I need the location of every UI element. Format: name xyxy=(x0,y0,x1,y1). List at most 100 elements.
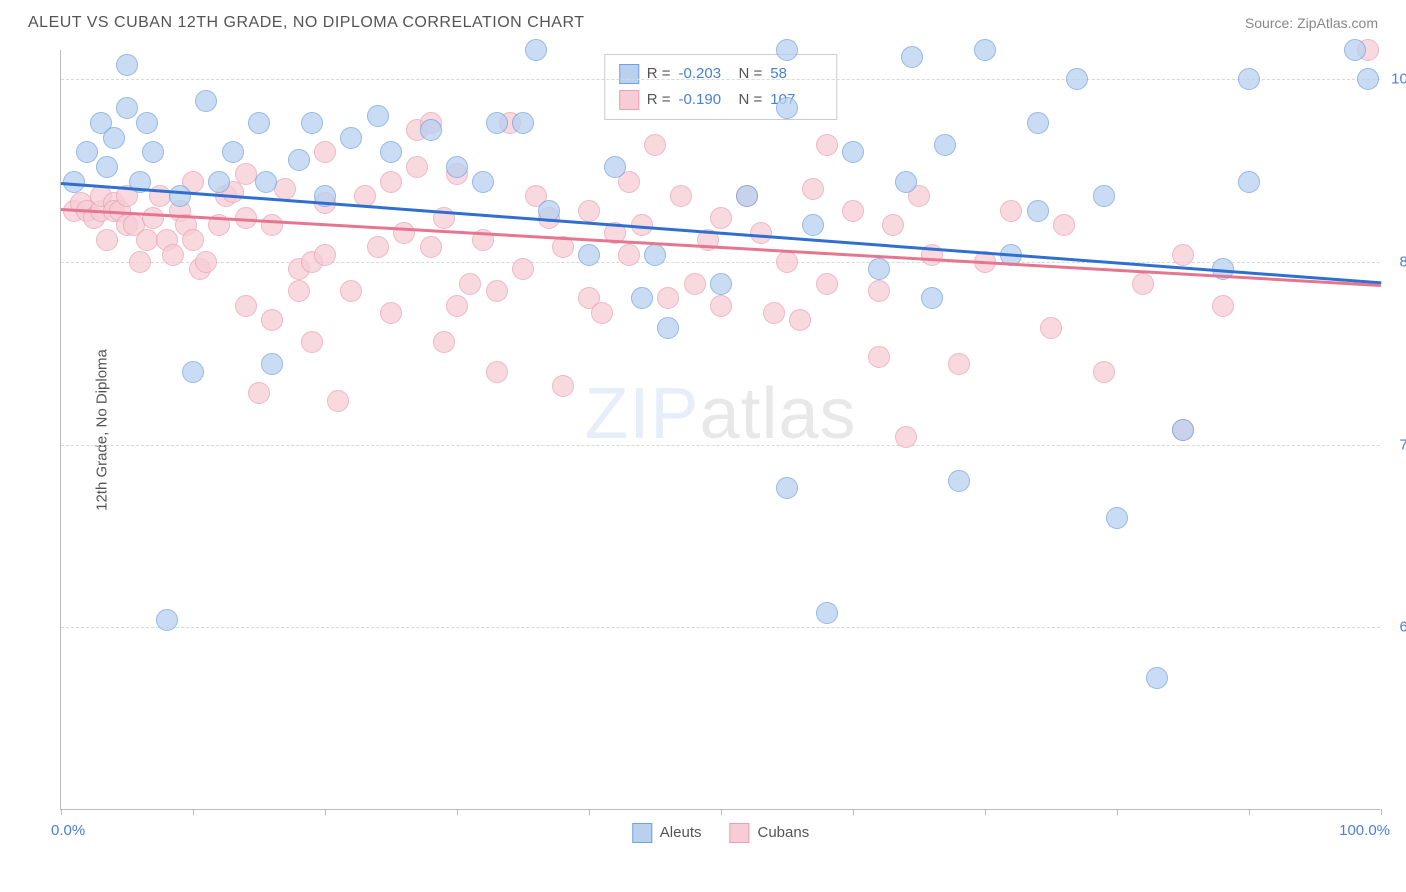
y-tick-label: 100.0% xyxy=(1391,71,1406,88)
data-point xyxy=(261,214,283,236)
data-point xyxy=(948,353,970,375)
legend-label-aleuts: Aleuts xyxy=(660,824,702,841)
data-point xyxy=(591,302,613,324)
data-point xyxy=(842,141,864,163)
data-point xyxy=(789,309,811,331)
n-value-aleuts: 58 xyxy=(770,61,822,87)
data-point xyxy=(103,127,125,149)
data-point xyxy=(644,244,666,266)
x-tick xyxy=(1249,809,1250,815)
data-point xyxy=(156,609,178,631)
data-point xyxy=(816,134,838,156)
data-point xyxy=(512,258,534,280)
y-tick-label: 87.5% xyxy=(1399,253,1406,270)
legend-swatch-aleuts xyxy=(619,64,639,84)
x-tick xyxy=(1117,809,1118,815)
x-tick xyxy=(61,809,62,815)
data-point xyxy=(380,141,402,163)
data-point xyxy=(1027,112,1049,134)
data-point xyxy=(288,149,310,171)
data-point xyxy=(776,97,798,119)
legend-item-aleuts: Aleuts xyxy=(632,823,702,843)
data-point xyxy=(1093,185,1115,207)
data-point xyxy=(776,477,798,499)
data-point xyxy=(195,90,217,112)
data-point xyxy=(380,302,402,324)
data-point xyxy=(618,244,640,266)
data-point xyxy=(736,185,758,207)
data-point xyxy=(684,273,706,295)
data-point xyxy=(895,171,917,193)
data-point xyxy=(182,229,204,251)
legend-swatch-cubans xyxy=(619,90,639,110)
data-point xyxy=(1132,273,1154,295)
data-point xyxy=(816,602,838,624)
data-point xyxy=(670,185,692,207)
data-point xyxy=(901,46,923,68)
data-point xyxy=(420,236,442,258)
data-point xyxy=(76,141,98,163)
data-point xyxy=(1357,68,1379,90)
x-tick xyxy=(589,809,590,815)
source-label: Source: ZipAtlas.com xyxy=(1245,15,1378,31)
data-point xyxy=(301,112,323,134)
data-point xyxy=(142,207,164,229)
data-point xyxy=(274,178,296,200)
data-point xyxy=(340,127,362,149)
gridline xyxy=(61,445,1380,446)
data-point xyxy=(882,214,904,236)
data-point xyxy=(948,470,970,492)
r-value-aleuts: -0.203 xyxy=(679,61,731,87)
data-point xyxy=(1093,361,1115,383)
data-point xyxy=(1146,667,1168,689)
r-label: R = xyxy=(647,87,671,113)
data-point xyxy=(1238,171,1260,193)
data-point xyxy=(195,251,217,273)
watermark-atlas: atlas xyxy=(699,374,856,454)
data-point xyxy=(1040,317,1062,339)
series-legend: Aleuts Cubans xyxy=(632,823,809,843)
data-point xyxy=(1344,39,1366,61)
n-label: N = xyxy=(739,87,763,113)
x-tick xyxy=(1381,809,1382,815)
data-point xyxy=(162,244,184,266)
data-point xyxy=(486,361,508,383)
data-point xyxy=(604,156,626,178)
data-point xyxy=(578,200,600,222)
chart-title: ALEUT VS CUBAN 12TH GRADE, NO DIPLOMA CO… xyxy=(28,14,585,32)
data-point xyxy=(314,244,336,266)
data-point xyxy=(750,222,772,244)
data-point xyxy=(763,302,785,324)
data-point xyxy=(222,141,244,163)
data-point xyxy=(921,287,943,309)
data-point xyxy=(420,119,442,141)
data-point xyxy=(802,178,824,200)
data-point xyxy=(261,353,283,375)
data-point xyxy=(816,273,838,295)
data-point xyxy=(657,287,679,309)
data-point xyxy=(802,214,824,236)
data-point xyxy=(486,112,508,134)
data-point xyxy=(446,295,468,317)
x-axis-min-label: 0.0% xyxy=(51,822,85,839)
data-point xyxy=(248,382,270,404)
data-point xyxy=(96,156,118,178)
data-point xyxy=(710,295,732,317)
legend-swatch-icon xyxy=(730,823,750,843)
data-point xyxy=(512,112,534,134)
y-tick-label: 75.0% xyxy=(1399,436,1406,453)
data-point xyxy=(578,244,600,266)
data-point xyxy=(235,163,257,185)
y-tick-label: 62.5% xyxy=(1399,619,1406,636)
data-point xyxy=(1000,200,1022,222)
data-point xyxy=(644,134,666,156)
data-point xyxy=(657,317,679,339)
x-tick xyxy=(853,809,854,815)
data-point xyxy=(1027,200,1049,222)
data-point xyxy=(129,251,151,273)
data-point xyxy=(710,273,732,295)
data-point xyxy=(235,295,257,317)
data-point xyxy=(182,361,204,383)
data-point xyxy=(1172,419,1194,441)
data-point xyxy=(868,258,890,280)
